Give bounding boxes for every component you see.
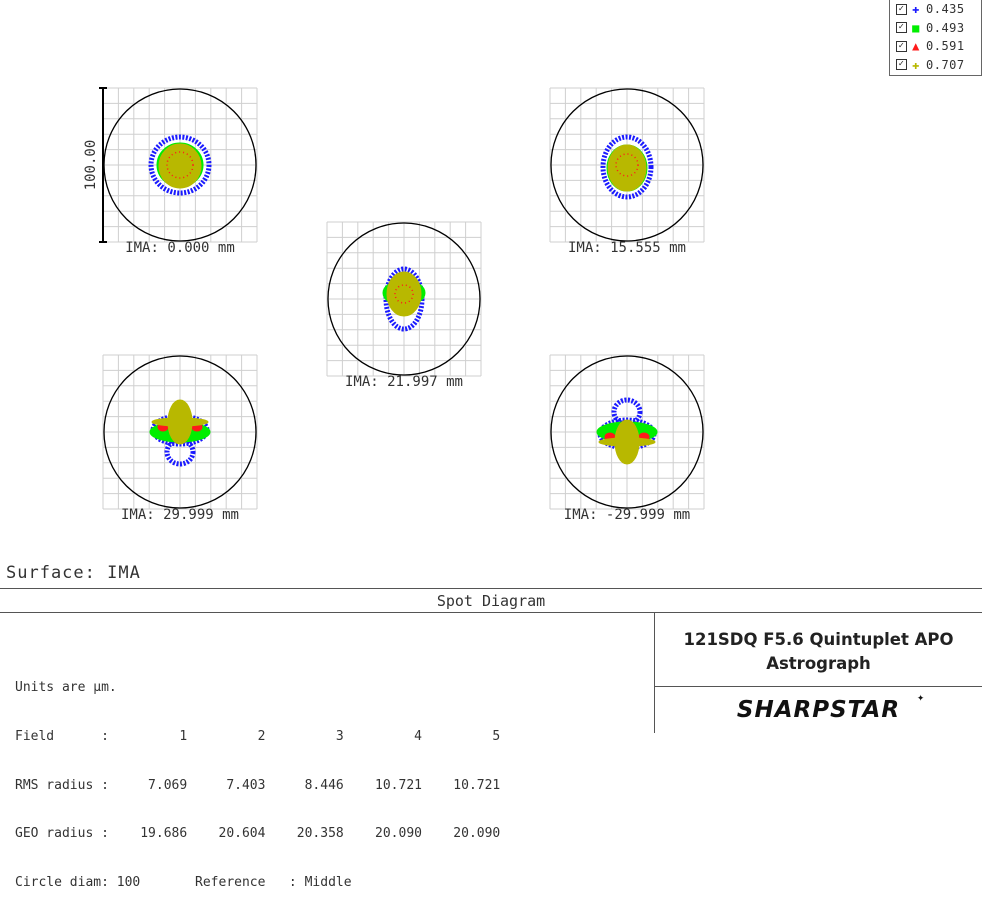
info-line-geo: GEO radius : 19.686 20.604 20.358 20.090… <box>15 826 501 842</box>
spot-ring-0435 <box>611 397 643 427</box>
surface-label: Surface: IMA <box>6 563 141 583</box>
info-line-circle: Circle diam: 100 Reference : Middle <box>15 874 352 890</box>
reference-circle <box>327 222 481 376</box>
triangle-marker-icon: ▲ <box>912 39 920 54</box>
legend-label: 0.591 <box>926 39 965 54</box>
plus-marker-icon: ✚ <box>912 57 920 72</box>
reference-circle <box>550 88 704 242</box>
field-label: IMA: -29.999 mm <box>564 507 690 523</box>
spot-ring-0435 <box>600 134 654 200</box>
spot-ring-0435 <box>164 437 196 467</box>
info-table: Units are µm. Field : 1 2 3 4 5 RMS radi… <box>15 648 500 907</box>
field-label: IMA: 0.000 mm <box>125 240 235 256</box>
divider-top <box>0 588 982 589</box>
divider-brand <box>654 686 982 687</box>
legend-label: 0.707 <box>926 57 965 72</box>
legend-checkbox[interactable]: ✓ <box>896 40 907 52</box>
scale-bar-label: 100.00 <box>83 140 99 191</box>
spot-bar-0707 <box>598 437 656 447</box>
spot-bar-0707 <box>151 417 209 427</box>
legend-item: ✓ ✚ 0.707 <box>890 56 981 75</box>
logo-star-icon: ✦ <box>917 690 925 704</box>
spot-blob-0707 <box>607 144 647 192</box>
spot-ring-0591 <box>166 151 194 179</box>
legend-checkbox[interactable]: ✓ <box>896 22 907 34</box>
spot-blob-0707 <box>158 143 202 189</box>
legend-item: ✓ ✚ 0.435 <box>890 0 981 19</box>
field-label: IMA: 15.555 mm <box>568 240 686 256</box>
spot-blob-0707 <box>386 271 422 317</box>
legend-checkbox[interactable]: ✓ <box>896 3 907 15</box>
spot-ring-0591 <box>615 153 639 177</box>
plus-marker-icon: ✚ <box>912 2 920 17</box>
legend-item: ✓ ▲ 0.591 <box>890 37 981 56</box>
reference-circle <box>103 355 257 509</box>
legend-label: 0.435 <box>926 2 965 17</box>
legend-checkbox[interactable]: ✓ <box>896 59 907 71</box>
spot-ring-0435 <box>148 134 212 196</box>
info-line-field: Field : 1 2 3 4 5 <box>15 729 501 745</box>
info-line-units: Units are µm. <box>15 680 117 696</box>
field-label: IMA: 29.999 mm <box>121 507 239 523</box>
brand-logo: SHARPSTAR <box>736 697 901 723</box>
spot-ring-0591 <box>394 284 414 304</box>
divider-vertical <box>654 612 655 733</box>
reference-circle <box>550 355 704 509</box>
divider-title <box>0 612 982 613</box>
info-line-rms: RMS radius : 7.069 7.403 8.446 10.721 10… <box>15 777 501 793</box>
legend: ✓ ✚ 0.435 ✓ ■ 0.493 ✓ ▲ 0.591 ✓ ✚ 0.707 <box>889 0 982 76</box>
field-label: IMA: 21.997 mm <box>345 374 463 390</box>
square-marker-icon: ■ <box>912 20 920 35</box>
chart-title: Spot Diagram <box>436 592 546 610</box>
product-title-line2: Astrograph <box>766 654 871 673</box>
spot-diagram-plot: IMA: 0.000 mm IMA: 15.555 mm IMA: 21.997 m… <box>83 87 705 523</box>
product-title-line1: 121SDQ F5.6 Quintuplet APO <box>683 630 954 649</box>
legend-item: ✓ ■ 0.493 <box>890 19 981 38</box>
product-title: 121SDQ F5.6 Quintuplet APO Astrograph <box>655 628 982 676</box>
legend-label: 0.493 <box>926 20 965 35</box>
